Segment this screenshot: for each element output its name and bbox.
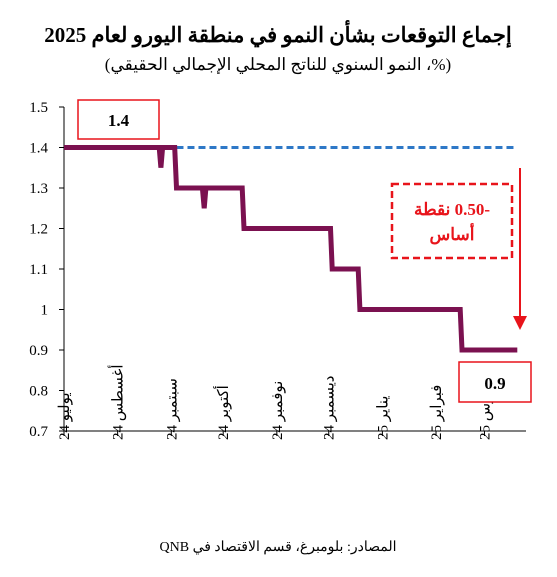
annotations-group: 1.4 0.9 -0.50 نقطة أساس (77, 99, 532, 403)
chart-subtitle: (%، النمو السنوي للناتج المحلي الإجمالي … (105, 55, 451, 75)
x-tick-label: أغسطس 24 (108, 364, 127, 440)
start-value-box (77, 99, 160, 140)
y-tick-label: 1.3 (29, 181, 48, 197)
axes (63, 107, 526, 432)
x-tick-label: سبتمبر 24 (164, 378, 180, 440)
y-tick-label: 0.7 (29, 424, 48, 440)
series-line (64, 145, 518, 353)
y-tick-label: 1.5 (29, 100, 48, 116)
chart-title: إجماع التوقعات بشأن النمو في منطقة اليور… (44, 19, 512, 48)
y-tick-label: 1.4 (29, 141, 48, 157)
end-value-box (458, 361, 532, 403)
x-tick-label: فبراير 25 (429, 385, 445, 440)
y-tick-label: 0.9 (29, 343, 48, 359)
x-tick-label: يناير 25 (375, 396, 391, 440)
y-tick-label: 1.1 (29, 262, 48, 278)
x-tick-label: أكتوبر 24 (213, 385, 232, 440)
change-label-line1: -0.50 نقطة (414, 200, 490, 219)
start-value-label: 1.4 (108, 111, 130, 130)
y-tick-label: 1 (41, 303, 49, 319)
x-tick-label: يوليو 24 (57, 392, 73, 440)
end-value-label: 0.9 (484, 374, 505, 393)
series-group (64, 145, 518, 353)
y-tick-label: 1.2 (29, 222, 48, 238)
chart-source: المصادر: بلومبرغ، قسم الاقتصاد في QNB (160, 540, 397, 555)
change-box (390, 182, 514, 260)
x-tick-label: نوفمبر 24 (270, 381, 286, 440)
y-tick-label: 0.8 (29, 384, 48, 400)
x-axis-ticks: يوليو 24 أغسطس 24 سبتمبر 24 أكتوبر 24 نوفمبر… (57, 364, 493, 440)
y-axis-ticks: 0.7 0.8 0.9 1 1.1 1.2 1.3 1.4 1.5 (29, 100, 64, 440)
change-arrow-head (513, 316, 527, 330)
x-tick-label: ديسمبر 24 (322, 376, 338, 440)
change-label-line2: أساس (430, 222, 475, 245)
